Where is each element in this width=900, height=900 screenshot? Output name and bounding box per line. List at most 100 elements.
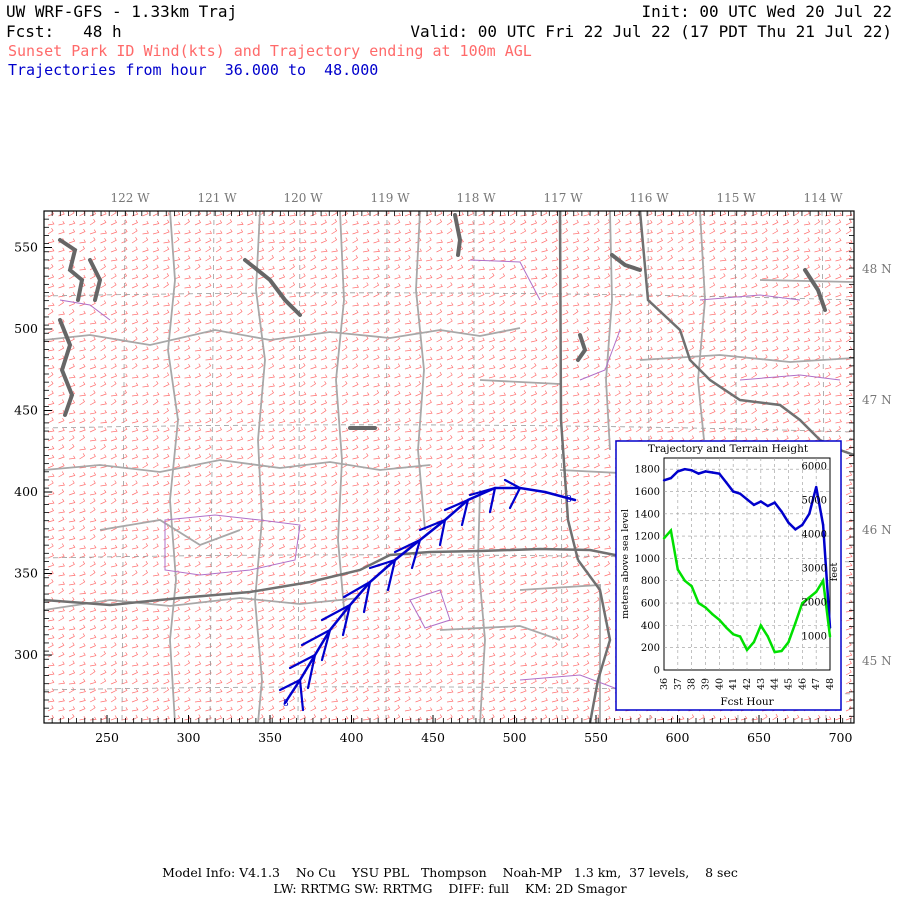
map-x-tick-label: 450: [421, 730, 445, 745]
trajectory-height-point: [704, 470, 707, 473]
trajectory-range: Trajectories from hour 36.000 to 48.000: [8, 63, 378, 78]
terrain-height-point: [669, 529, 673, 532]
map-x-tick-label: 400: [340, 730, 364, 745]
longitude-label: 122 W: [110, 191, 150, 205]
map-y-tick-label: 550: [14, 240, 38, 255]
map-x-tick-label: 250: [95, 730, 119, 745]
trajectory-height-point: [718, 472, 721, 475]
water-bodies: [58, 213, 827, 430]
inset-x-tick-label: 48: [825, 678, 836, 690]
trajectory-height-point: [787, 521, 790, 524]
terrain-height-point: [787, 640, 790, 644]
inset-y-ticks-left: 0 200 400 600 800 1000 1200 1400 1600 1800: [635, 465, 660, 677]
trajectory-height-point: [683, 468, 686, 471]
trajectory-height-point: [732, 490, 735, 493]
fcst-value: 48 h: [83, 22, 122, 41]
trajectory-height-point: [662, 479, 666, 482]
inset-y-tick-label-left: 800: [641, 576, 660, 587]
traj-to: to: [287, 61, 307, 79]
terrain-height-point: [801, 601, 804, 605]
trajectory-height-point: [766, 504, 769, 508]
map-y-axis-ticks: 300 350 400 450 500 550: [14, 240, 52, 662]
terrain-height-point: [676, 568, 679, 571]
terrain-height-point: [690, 585, 693, 588]
inset-x-tick-label: 39: [701, 678, 712, 690]
longitude-label: 115 W: [716, 191, 756, 205]
terrain-height-point: [821, 579, 825, 582]
product-title: UW WRF-GFS - 1.33km Traj: [6, 2, 238, 21]
inset-y-tick-label-left: 200: [641, 643, 660, 654]
inset-x-tick-label: 38: [687, 678, 698, 690]
inset-x-tick-label: 40: [714, 678, 725, 690]
longitude-label: 117 W: [543, 191, 583, 205]
trajectory-height-point: [773, 501, 776, 504]
longitude-label: 119 W: [370, 191, 410, 205]
traj-start: 36.000: [224, 61, 279, 79]
valid-time: Valid: 00 UTC Fri 22 Jul 22 (17 PDT Thu …: [410, 22, 892, 41]
inset-y-tick-label-right: 6000: [802, 461, 827, 472]
trajectory-height-point: [801, 523, 804, 527]
map-y-tick-label: 300: [14, 647, 38, 662]
inset-x-tick-label: 41: [728, 678, 739, 690]
trajectory-start-marker: 8: [283, 699, 289, 709]
inset-ylabel-right: feet: [829, 563, 840, 582]
map-y-tick-label: 450: [14, 403, 38, 418]
terrain-height-point: [711, 613, 714, 616]
trajectory-height-point: [725, 481, 728, 484]
inset-x-tick-label: 46: [797, 678, 808, 690]
inset-ylabel-left: meters above sea level: [620, 509, 631, 619]
latitude-labels: 48 N 47 N 46 N 45 N: [862, 262, 892, 668]
inset-series: [662, 467, 832, 654]
trajectory-height-point: [821, 523, 825, 527]
terrain-height-point: [828, 635, 832, 638]
longitude-labels: 122 W 121 W 120 W 119 W 118 W 117 W 116 W 115 W…: [110, 191, 843, 205]
inset-y-tick-label-left: 1600: [635, 487, 660, 498]
terrain-height-point: [732, 633, 735, 636]
trajectory-height-point: [745, 498, 749, 501]
inset-x-tick-label: 36: [659, 678, 670, 690]
inset-y-tick-label-left: 0: [654, 666, 660, 677]
traj-end: 48.000: [324, 61, 379, 79]
frame-ticks: [43, 210, 854, 723]
trajectory-height-point: [808, 512, 811, 515]
trajectory-height-point: [752, 503, 756, 507]
map-x-tick-label: 550: [584, 730, 608, 745]
trajectory-height-point: [676, 470, 679, 473]
trajectory-height-inset: Trajectory and Terrain Height 36 37 38 39 40…: [615, 440, 842, 711]
map-x-tick-label: 650: [747, 730, 771, 745]
inset-y-tick-label-left: 1400: [635, 509, 660, 520]
terrain-height-point: [697, 601, 700, 605]
inset-y-tick-label-left: 600: [641, 599, 660, 610]
trajectory: 8 8: [278, 478, 577, 712]
terrain-height-point: [766, 635, 769, 638]
longitude-label: 114 W: [803, 191, 843, 205]
terrain-height-point: [752, 640, 756, 644]
map-x-tick-label: 350: [258, 730, 282, 745]
inset-x-tick-label: 44: [770, 678, 781, 690]
model-info-line-1: Model Info: V4.1.3 No Cu YSU PBL Thompso…: [162, 865, 738, 880]
terrain-height-point: [738, 635, 742, 638]
inset-x-tick-label: 47: [811, 678, 822, 690]
terrain-height-point: [815, 590, 818, 594]
inset-x-tick-label: 43: [756, 678, 767, 690]
inset-y-tick-label-right: 2000: [802, 597, 827, 608]
terrain-height-point: [725, 626, 728, 629]
terrain-height-point: [745, 648, 749, 652]
inset-x-tick-label: 45: [784, 678, 795, 690]
longitude-label: 121 W: [197, 191, 237, 205]
map-y-tick-label: 500: [14, 321, 38, 336]
inset-y-tick-label-left: 1200: [635, 532, 660, 543]
inset-y-tick-label-left: 1000: [635, 554, 660, 565]
longitude-label: 118 W: [456, 191, 496, 205]
inset-y-tick-label-right: 3000: [802, 563, 827, 574]
trajectory-height-point: [738, 492, 742, 495]
terrain-height-point: [704, 606, 707, 609]
map-x-tick-label: 500: [503, 730, 527, 745]
map-x-tick-label: 600: [666, 730, 690, 745]
longitude-label: 116 W: [629, 191, 669, 205]
inset-y-tick-label-right: 5000: [802, 495, 827, 506]
map-y-tick-label: 350: [14, 566, 38, 581]
inset-title: Trajectory and Terrain Height: [648, 443, 809, 455]
trajectory-height-point: [690, 469, 693, 472]
